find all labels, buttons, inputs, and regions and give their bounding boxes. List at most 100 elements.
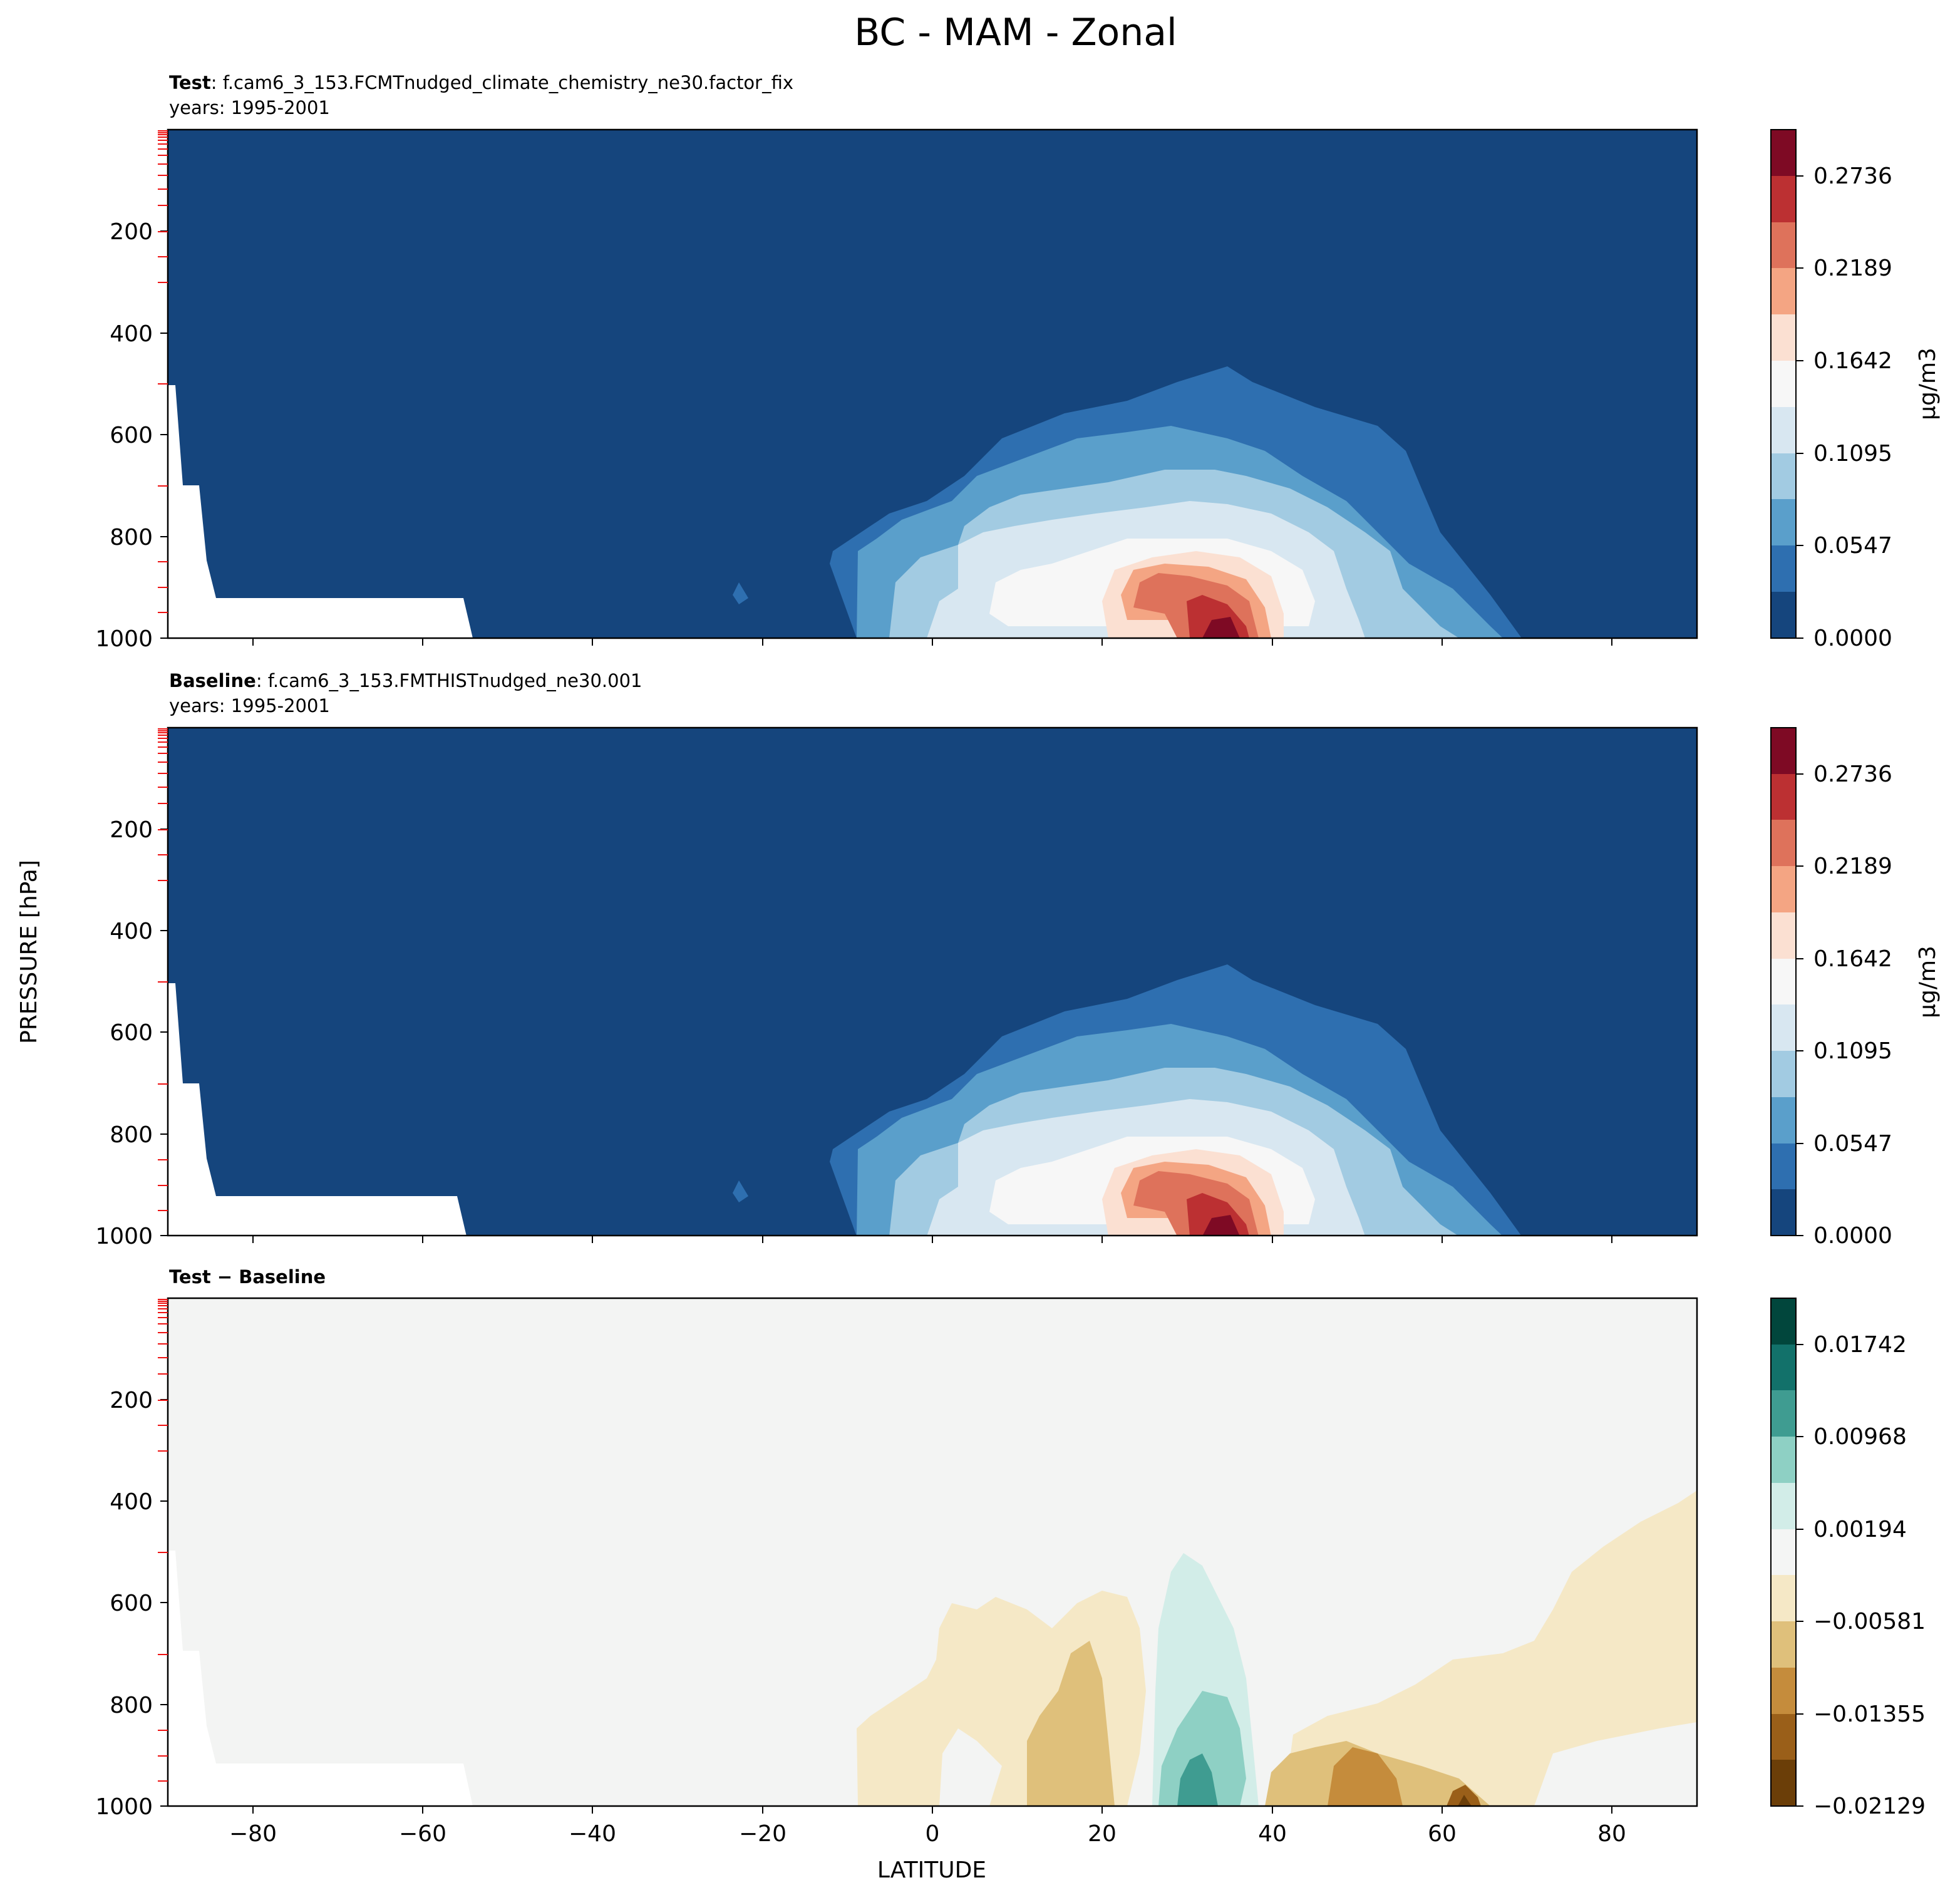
panel-test-colorbar: 0.0000 0.0547 0.1095 0.1642 0.2189 0.273… [1770,129,1941,651]
panel-test-y-axis: 200 400 600 800 1000 [95,130,168,652]
panel-baseline-colorbar-tick-0: 0.0000 [1813,1223,1892,1249]
panel-test-small-blob [733,582,748,604]
panel-difference-x-tick-label-80: 80 [1597,1821,1626,1847]
panel-test-contour-level-10 [1202,617,1240,638]
panel-difference-x-axis: −80 −60 −40 −20 0 20 40 60 80 [229,1806,1626,1847]
panel-difference-tan-region-right [1284,1490,1697,1806]
panel-baseline-terrain-mask [168,983,467,1236]
panel-baseline-header: Baseline: f.cam6_3_153.FMTHISTnudged_ne3… [169,670,642,691]
panel-baseline-y-tick-label-800: 800 [110,1122,153,1148]
x-axis-label: LATITUDE [877,1857,986,1883]
panel-baseline-colorbar-bin-6 [1771,959,1796,1004]
panel-test-header-bold: Test [169,72,211,93]
panel-test-colorbar-label: μg/m3 [1915,348,1941,420]
panel-difference-y-tick-label-400: 400 [110,1489,153,1515]
panel-test-colorbar-tick-3: 0.1642 [1813,348,1892,374]
panel-baseline-colorbar-tick-5: 0.2736 [1813,762,1892,787]
panel-test-subheader: years: 1995-2001 [169,97,330,118]
panel-baseline-colorbar-bin-9 [1771,820,1796,866]
panel-test-colorbar-bin-2 [1771,545,1796,592]
panel-test-colorbar-bin-5 [1771,407,1796,453]
panel-baseline-colorbar-frame [1770,727,1797,1236]
panel-difference-colorbar-frame [1770,1298,1797,1807]
panel-baseline-colorbar-bin-10 [1771,774,1796,820]
panel-baseline-header-text: : f.cam6_3_153.FMTHISTnudged_ne30.001 [256,670,642,691]
panel-baseline-y-tick-label-200: 200 [110,817,153,843]
panel-test-colorbar-tick-2: 0.1095 [1813,441,1892,467]
panel-difference-colorbar: −0.02129 −0.01355 −0.00581 0.00194 0.009… [1770,1298,1926,1819]
panel-baseline-colorbar-tick-4: 0.2189 [1813,854,1892,879]
panel-test-y-tick-label-1000: 1000 [95,626,153,652]
panel-baseline-y-axis: 200 400 600 800 1000 [95,728,168,1249]
panel-test-colorbar-bin-6 [1771,361,1796,407]
panel-difference-y-tick-label-1000: 1000 [95,1794,153,1820]
panel-test-colorbar-bin-8 [1771,268,1796,314]
panel-difference-colorbar-tick-0: −0.02129 [1813,1794,1926,1819]
panel-difference-colorbar-bin-5 [1771,1575,1796,1621]
panel-difference-colorbar-bin-10 [1771,1345,1796,1390]
panel-baseline-colorbar-bin-2 [1771,1144,1796,1189]
y-axis-label: PRESSURE [hPa] [16,860,42,1044]
panel-difference-y-tick-label-600: 600 [110,1591,153,1616]
panel-difference-teal-mid [1158,1691,1246,1806]
panel-test-colorbar-bin-7 [1771,314,1796,361]
panel-test-colorbar-tick-1: 0.0547 [1813,533,1892,559]
panel-baseline-colorbar-tick-2: 0.1095 [1813,1038,1892,1064]
panel-difference-colorbar-tick-3: 0.00194 [1813,1517,1907,1542]
panel-baseline-level-markers [158,728,168,1211]
panel-difference-darkest-brown-region [1458,1795,1472,1806]
panel-test-colorbar-tick-0: 0.0000 [1813,626,1892,651]
panel-baseline-colorbar-bin-11 [1771,728,1796,774]
panel-difference-terrain-mask [168,1551,473,1806]
panel-difference-colorbar-tick-2: −0.00581 [1813,1609,1926,1634]
panel-test: Test: f.cam6_3_153.FCMTnudged_climate_ch… [95,72,1941,652]
panel-test-y-tick-label-800: 800 [110,525,153,550]
panel-test-colorbar-bin-10 [1771,176,1796,222]
panel-baseline-colorbar-bin-1 [1771,1189,1796,1236]
panel-baseline-y-tick-label-600: 600 [110,1020,153,1046]
panel-baseline-header-bold: Baseline [169,670,256,691]
panel-test-contours [168,366,1522,638]
panel-baseline-contours [168,964,1522,1236]
panel-difference-colorbar-tick-5: 0.01742 [1813,1332,1907,1358]
panel-difference-brown-region [1328,1747,1403,1806]
panel-baseline-colorbar-bin-3 [1771,1097,1796,1144]
panel-difference-colorbar-bin-6 [1771,1529,1796,1575]
panel-test-colorbar-frame [1770,129,1797,639]
panel-difference-x-tick-label--40: −40 [569,1821,616,1847]
panel-difference-y-axis: 200 400 600 800 1000 [95,1299,168,1820]
panel-difference-colorbar-tick-1: −0.01355 [1813,1701,1926,1727]
panel-difference-x-tick-label-40: 40 [1258,1821,1287,1847]
panel-test-colorbar-bin-1 [1771,592,1796,638]
panel-test-level-markers [158,130,168,613]
panel-test-colorbar-tick-5: 0.2736 [1813,163,1892,189]
panel-difference-y-tick-label-800: 800 [110,1693,153,1718]
panel-baseline-colorbar-label: μg/m3 [1915,946,1941,1018]
panel-difference-colorbar-bin-1 [1771,1760,1796,1806]
panel-baseline: Baseline: f.cam6_3_153.FMTHISTnudged_ne3… [95,670,1941,1249]
panel-difference-x-tick-label-20: 20 [1088,1821,1117,1847]
panel-baseline-subheader: years: 1995-2001 [169,695,330,716]
panel-test-colorbar-bin-9 [1771,222,1796,268]
panel-baseline-contour-level-10 [1202,1215,1240,1236]
panel-test-y-tick-label-600: 600 [110,423,153,448]
panel-difference-x-tick-label--60: −60 [399,1821,446,1847]
panel-difference: Test − Baseline 200 400 600 800 [95,1266,1926,1847]
panel-difference-colorbar-tick-4: 0.00968 [1813,1424,1907,1450]
panel-difference-tan-region-mid [1027,1641,1115,1806]
panel-baseline-colorbar-bin-4 [1771,1051,1796,1097]
panel-baseline-colorbar-bin-8 [1771,866,1796,912]
panel-difference-tan-gap [939,1728,1002,1806]
panel-difference-colorbar-bin-9 [1771,1390,1796,1437]
panel-difference-x-tick-label-60: 60 [1428,1821,1457,1847]
panel-test-colorbar-bin-4 [1771,453,1796,499]
panel-difference-colorbar-bin-2 [1771,1714,1796,1760]
panel-difference-teal-dark [1177,1753,1218,1806]
panel-test-header: Test: f.cam6_3_153.FCMTnudged_climate_ch… [169,72,793,93]
panel-baseline-x-ticks [252,1236,1612,1243]
panel-baseline-colorbar-bin-7 [1771,912,1796,959]
panel-test-header-text: : f.cam6_3_153.FCMTnudged_climate_chemis… [211,72,793,93]
panel-test-colorbar-tick-4: 0.2189 [1813,256,1892,281]
panel-test-x-ticks [252,638,1612,646]
